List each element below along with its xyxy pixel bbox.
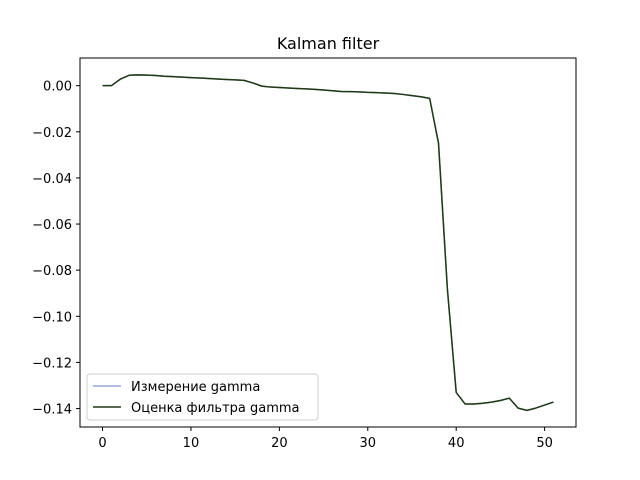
x-tick-label: 50 (536, 436, 553, 451)
legend: Измерение gamma Оценка фильтра gamma (86, 373, 319, 421)
y-axis: 0.00 −0.02 −0.04 −0.06 −0.08 −0.10 −0.12 −0.14 (32, 80, 80, 418)
series-layer (102, 74, 554, 412)
x-tick-label: 20 (271, 436, 288, 451)
y-tick-label: −0.06 (32, 218, 72, 233)
legend-label-measurement: Измерение gamma (131, 380, 260, 395)
x-tick-label: 30 (360, 436, 377, 451)
y-tick-label: −0.08 (32, 264, 72, 279)
x-tick-label: 0 (98, 436, 106, 451)
x-tick-label: 10 (183, 436, 200, 451)
x-axis: 0 10 20 30 40 50 (98, 427, 553, 451)
series-line-filter-estimate (102, 74, 554, 412)
y-tick-label: −0.02 (32, 126, 72, 141)
y-tick-label: −0.04 (32, 172, 72, 187)
y-tick-label: 0.00 (43, 80, 72, 95)
legend-entry-filter-estimate: Оценка фильтра gamma (93, 401, 300, 416)
legend-label-filter-estimate: Оценка фильтра gamma (131, 401, 300, 416)
legend-entry-measurement: Измерение gamma (93, 380, 260, 395)
y-tick-label: −0.10 (32, 310, 72, 325)
plot-area-frame (79, 57, 577, 428)
y-tick-label: −0.14 (32, 403, 72, 418)
legend-box (86, 373, 319, 421)
x-tick-label: 40 (448, 436, 465, 451)
chart-title: Kalman filter (277, 34, 380, 53)
y-tick-label: −0.12 (32, 356, 72, 371)
